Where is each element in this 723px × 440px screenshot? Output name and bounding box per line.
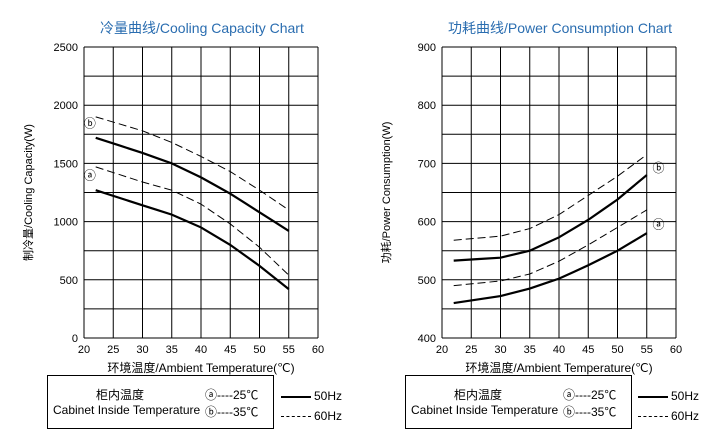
- legend-dashed-label: 60Hz: [671, 409, 700, 423]
- curve-marker: ⓐ: [84, 169, 96, 183]
- curve-marker: ⓑ: [84, 116, 96, 130]
- x-tick-label: 30: [136, 344, 148, 356]
- x-tick-label: 55: [283, 344, 295, 356]
- legend-solid-left: 50Hz: [281, 389, 342, 403]
- y-tick-label: 1500: [54, 158, 78, 170]
- x-tick-label: 25: [465, 344, 477, 356]
- series-line: [453, 232, 648, 305]
- series-line: [95, 136, 290, 232]
- legend-dashed-label: 60Hz: [314, 409, 343, 423]
- y-tick-label: 900: [418, 42, 436, 54]
- series-line: [95, 116, 290, 211]
- series-line: [95, 166, 290, 276]
- y-axis-label: 制冷量/Cooling Capacity(W): [22, 124, 35, 261]
- legend-box-left: 柜内温度 Cabinet Inside Temperature ⓐ----25℃…: [47, 375, 274, 429]
- x-tick-label: 60: [312, 344, 324, 356]
- power-chart-title: 功耗曲线/Power Consumption Chart: [448, 20, 673, 36]
- legend-cn: 柜内温度: [96, 388, 145, 402]
- y-tick-label: 500: [418, 275, 436, 287]
- y-tick-label: 400: [418, 333, 436, 345]
- legend-a: ⓐ----25℃: [563, 388, 617, 402]
- series-line: [453, 174, 648, 262]
- y-tick-label: 1000: [54, 217, 78, 229]
- y-tick-label: 800: [418, 100, 436, 112]
- x-tick-label: 60: [670, 344, 682, 356]
- legend-solid-right: 50Hz: [638, 389, 699, 403]
- y-tick-label: 0: [72, 333, 78, 345]
- x-tick-label: 20: [436, 344, 448, 356]
- x-tick-label: 45: [224, 344, 236, 356]
- series-line: [95, 189, 290, 290]
- y-axis-label: 功耗/Power Consumption(W): [380, 122, 393, 264]
- legend-a: ⓐ----25℃: [205, 388, 259, 402]
- legend-b: ⓑ----35℃: [205, 405, 259, 419]
- y-tick-label: 2000: [54, 100, 78, 112]
- cooling-chart-title: 冷量曲线/Cooling Capacity Chart: [100, 20, 304, 36]
- legend-solid-label: 50Hz: [671, 389, 700, 403]
- x-tick-label: 35: [524, 344, 536, 356]
- x-tick-label: 45: [582, 344, 594, 356]
- legend-solid-label: 50Hz: [314, 389, 343, 403]
- legend-box-right: 柜内温度 Cabinet Inside Temperature ⓐ----25℃…: [405, 375, 632, 429]
- series-line: [453, 154, 648, 241]
- x-tick-label: 50: [253, 344, 265, 356]
- legend-en: Cabinet Inside Temperature: [53, 403, 201, 417]
- curve-marker: ⓐ: [652, 218, 664, 232]
- x-tick-label: 30: [494, 344, 506, 356]
- x-tick-label: 25: [107, 344, 119, 356]
- x-tick-label: 20: [78, 344, 90, 356]
- legend-b: ⓑ----35℃: [563, 405, 617, 419]
- y-tick-label: 500: [60, 275, 78, 287]
- x-tick-label: 40: [553, 344, 565, 356]
- legend-dashed-right: 60Hz: [638, 409, 699, 423]
- legend-dashed-left: 60Hz: [281, 409, 342, 423]
- x-axis-label: 环境温度/Ambient Temperature(℃): [107, 360, 294, 375]
- x-tick-label: 50: [611, 344, 623, 356]
- x-axis-label: 环境温度/Ambient Temperature(℃): [465, 360, 652, 375]
- y-tick-label: 700: [418, 158, 436, 170]
- legend-en: Cabinet Inside Temperature: [411, 403, 559, 417]
- x-tick-label: 35: [166, 344, 178, 356]
- y-tick-label: 600: [418, 217, 436, 229]
- curve-marker: ⓑ: [652, 161, 664, 175]
- y-tick-label: 2500: [54, 42, 78, 54]
- legend-cn: 柜内温度: [454, 388, 503, 402]
- x-tick-label: 40: [195, 344, 207, 356]
- series-line: [453, 209, 648, 287]
- x-tick-label: 55: [641, 344, 653, 356]
